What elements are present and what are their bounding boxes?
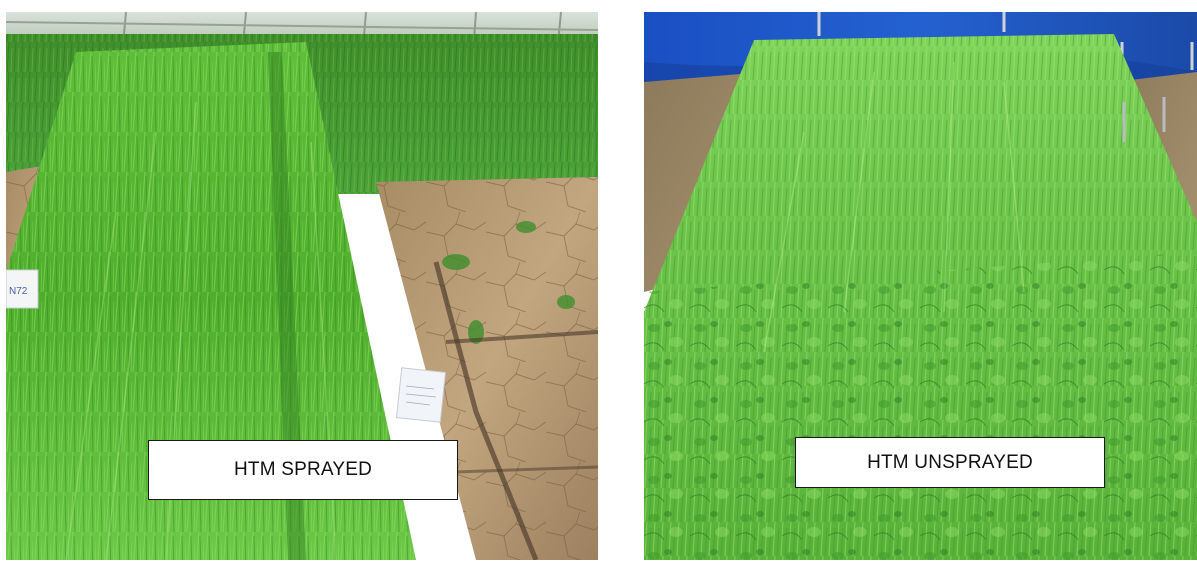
unsprayed-plot-image — [644, 12, 1197, 560]
sprayed-plot-photo: N72 — [6, 12, 598, 560]
unsprayed-plot-photo — [644, 12, 1197, 560]
row-marker-label: N72 — [9, 286, 28, 297]
unsprayed-caption: HTM UNSPRAYED — [795, 437, 1105, 488]
sprayed-caption: HTM SPRAYED — [148, 440, 458, 500]
sprayed-plot-image: N72 — [6, 12, 598, 560]
